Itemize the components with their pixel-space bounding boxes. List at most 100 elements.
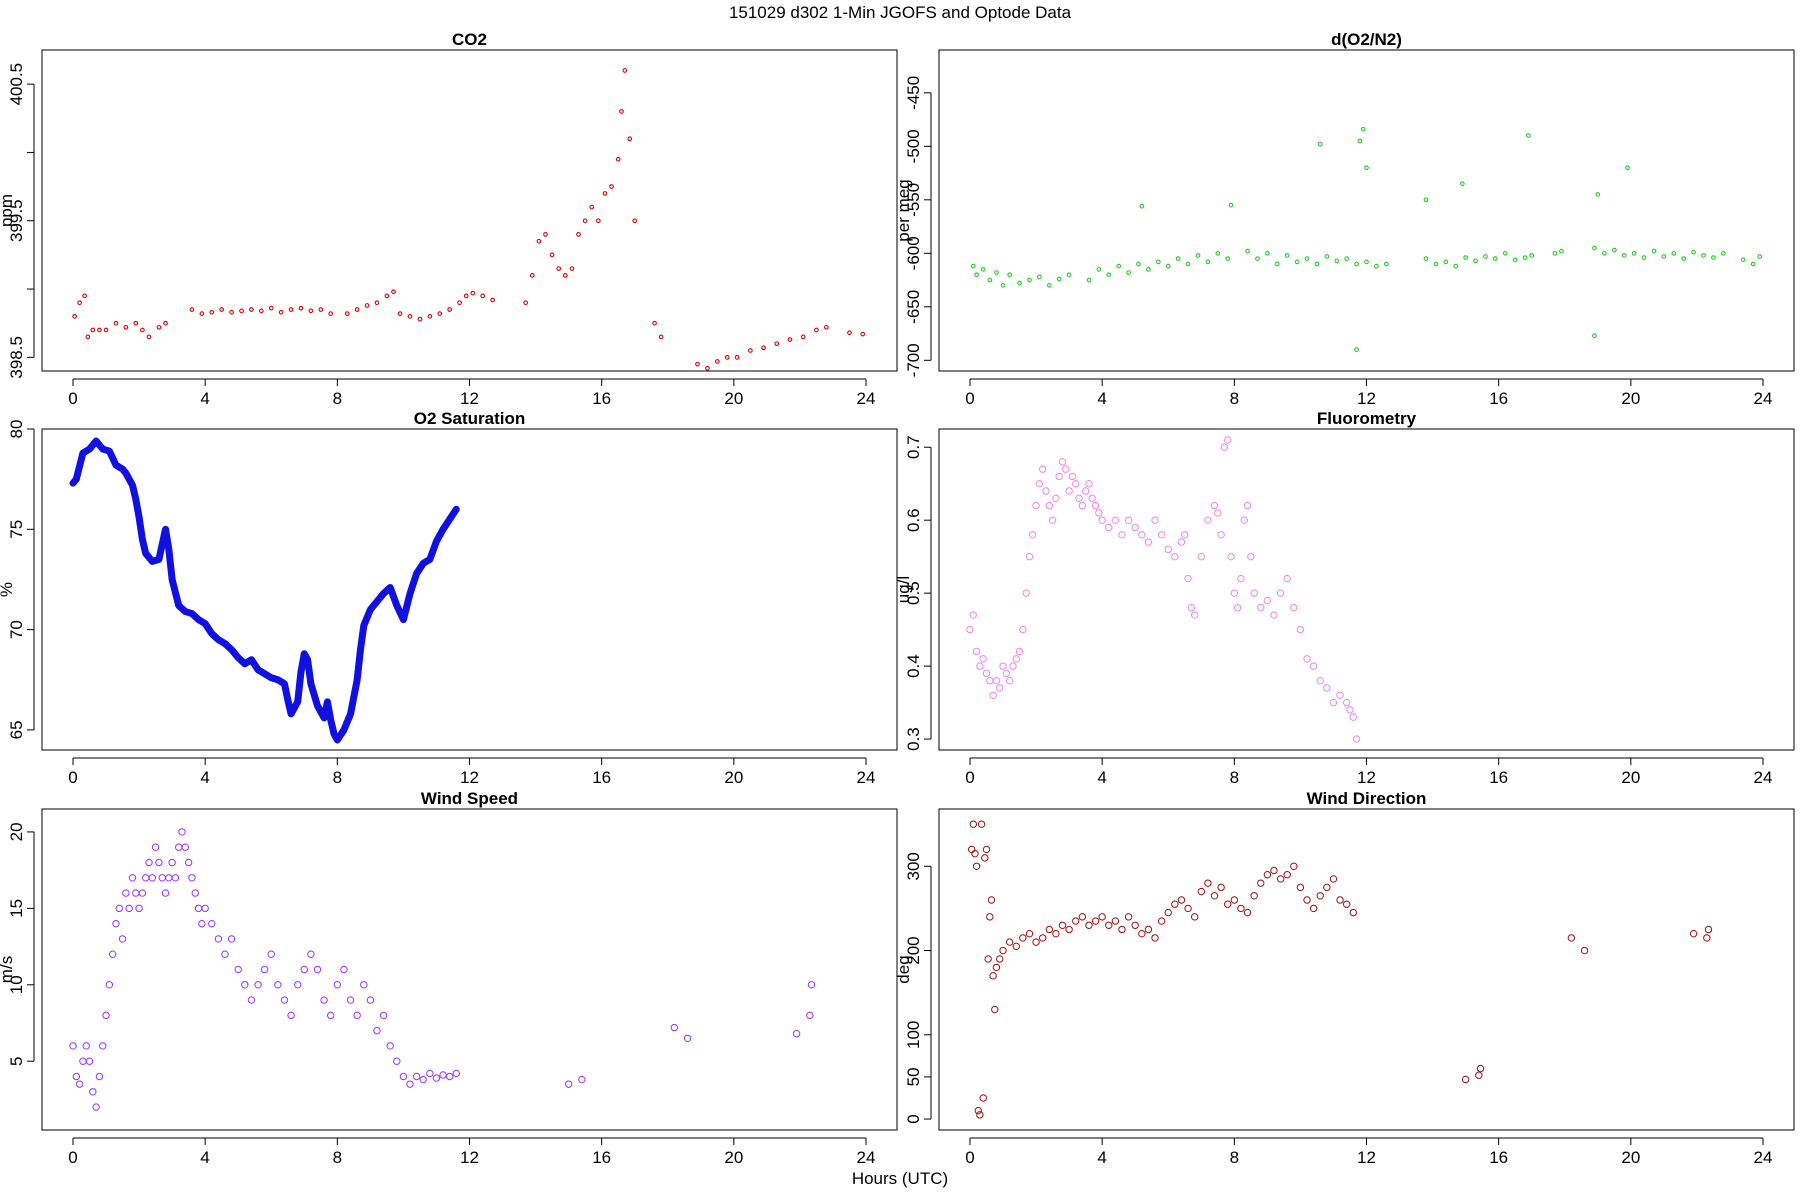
x-tick-label: 24: [1754, 768, 1773, 787]
data-point: [1187, 604, 1196, 612]
data-point: [1592, 245, 1597, 251]
data-point: [171, 874, 180, 882]
data-point: [70, 480, 76, 487]
data-point: [1075, 494, 1083, 503]
data-point: [445, 1072, 454, 1081]
data-point: [1151, 934, 1159, 942]
data-point: [1344, 256, 1350, 262]
data-point: [976, 1111, 984, 1119]
data-point: [215, 636, 222, 643]
data-point: [112, 919, 120, 928]
data-point: [247, 996, 256, 1004]
data-point: [112, 462, 119, 469]
data-point: [1580, 946, 1589, 955]
data-point: [1105, 921, 1113, 929]
data-point: [1045, 925, 1054, 934]
x-tick-label: 8: [333, 389, 342, 408]
y-tick-label: 100: [904, 1021, 923, 1049]
data-point: [1230, 589, 1239, 597]
data-point: [1065, 925, 1073, 934]
data-point: [188, 610, 195, 617]
data-point: [188, 874, 196, 882]
data-point: [182, 608, 189, 615]
data-point: [298, 305, 304, 311]
data-point: [576, 232, 581, 237]
data-point: [969, 820, 978, 828]
data-point: [151, 843, 160, 851]
data-point: [1124, 516, 1133, 524]
data-point: [969, 611, 978, 619]
data-point: [1022, 589, 1030, 597]
data-point: [823, 324, 829, 330]
data-point: [1423, 197, 1429, 203]
data-point: [984, 955, 992, 963]
data-point: [1270, 611, 1278, 619]
data-point: [399, 1072, 408, 1081]
data-point: [1314, 261, 1320, 267]
data-point: [1711, 255, 1716, 260]
data-point: [1334, 258, 1340, 264]
data-point: [1276, 589, 1285, 597]
data-point: [807, 981, 816, 989]
data-point: [1136, 261, 1141, 267]
x-tick-label: 20: [1621, 1148, 1640, 1167]
data-point: [972, 862, 981, 870]
data-point: [1352, 735, 1361, 743]
data-point: [529, 273, 535, 278]
data-point: [979, 655, 987, 663]
data-point: [1237, 574, 1245, 583]
y-tick-label: 0.5: [904, 581, 923, 605]
data-point: [1453, 263, 1459, 269]
data-point: [1257, 604, 1265, 612]
data-point: [320, 996, 328, 1004]
data-point: [1354, 347, 1359, 352]
data-point: [241, 981, 249, 989]
data-point: [1177, 896, 1186, 904]
data-point: [278, 309, 284, 315]
x-tick-label: 4: [1097, 768, 1106, 787]
data-point: [1595, 192, 1601, 197]
data-point: [1611, 247, 1617, 253]
data-point: [344, 311, 350, 316]
data-point: [75, 1080, 84, 1088]
data-point: [1240, 516, 1248, 524]
data-point: [1025, 552, 1034, 561]
data-point: [115, 904, 123, 913]
data-point: [792, 1030, 801, 1038]
data-point: [1118, 531, 1126, 539]
x-tick-label: 12: [1357, 768, 1376, 787]
data-point: [1015, 647, 1024, 656]
data-point: [1055, 472, 1063, 481]
data-point: [82, 293, 87, 299]
data-point: [1009, 662, 1017, 670]
data-point: [1296, 883, 1305, 892]
data-point: [234, 965, 242, 974]
panel-title: d(O2/N2): [1331, 30, 1402, 49]
data-point: [1493, 256, 1498, 262]
data-point: [437, 311, 443, 316]
data-point: [328, 311, 334, 316]
data-point: [426, 556, 433, 563]
data-point: [982, 669, 991, 678]
data-point: [632, 218, 638, 224]
data-point: [1303, 655, 1311, 663]
x-tick-label: 8: [1230, 768, 1239, 787]
data-point: [85, 334, 91, 340]
data-point: [1165, 263, 1171, 269]
data-point: [72, 1072, 81, 1081]
data-point: [982, 845, 991, 854]
data-point: [426, 1069, 434, 1078]
data-point: [1374, 263, 1379, 269]
data-point: [347, 710, 354, 717]
data-point: [1303, 896, 1311, 904]
plot-frame: [938, 428, 1795, 751]
data-point: [1210, 501, 1219, 510]
data-point: [374, 300, 380, 306]
data-point: [331, 730, 338, 737]
plot-frame: [41, 808, 898, 1131]
data-point: [85, 1057, 94, 1065]
data-point: [260, 965, 269, 974]
data-point: [300, 965, 308, 974]
data-point: [439, 1071, 447, 1079]
data-point: [307, 950, 315, 958]
